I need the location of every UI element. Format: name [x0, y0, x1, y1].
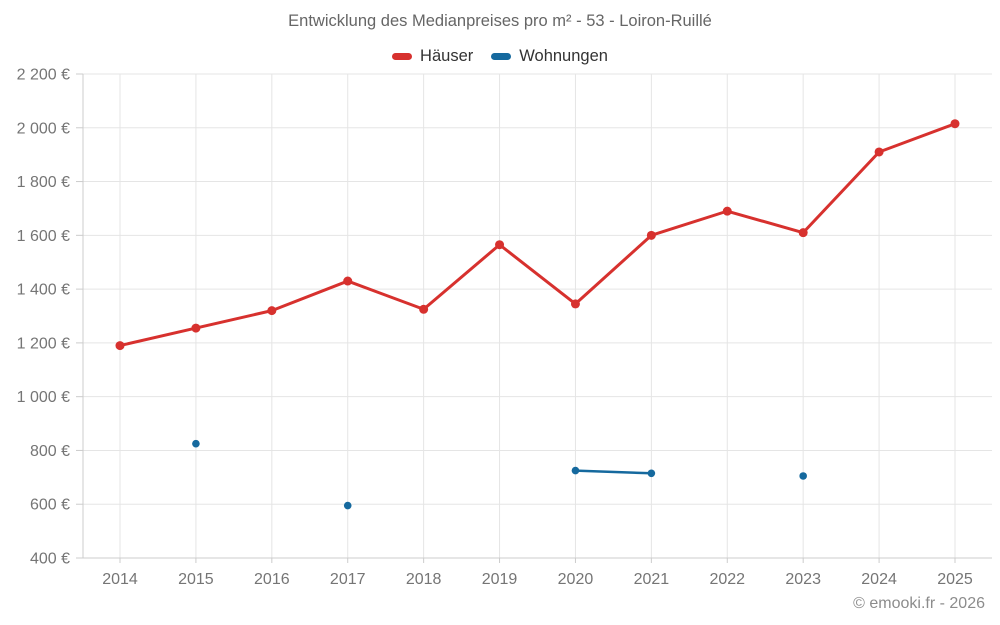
x-axis-tick-label: 2015 [178, 571, 214, 588]
data-point[interactable] [191, 323, 201, 333]
data-point[interactable] [646, 230, 656, 240]
data-point[interactable] [799, 472, 807, 480]
x-axis-tick-label: 2024 [861, 571, 897, 588]
data-point[interactable] [570, 299, 580, 309]
series-segment [573, 233, 653, 306]
x-axis-tick-label: 2023 [785, 571, 821, 588]
data-point[interactable] [647, 469, 656, 478]
y-axis-tick-label: 800 € [30, 443, 70, 460]
data-point[interactable] [343, 276, 353, 286]
chart-legend: Häuser Wohnungen [0, 47, 1000, 66]
series-segment [725, 209, 805, 235]
x-axis-tick-label: 2017 [330, 571, 366, 588]
x-axis-tick-label: 2018 [406, 571, 442, 588]
series-segment [574, 469, 653, 475]
series-wohnungen [192, 439, 807, 510]
legend-swatch-wohnungen-icon [491, 53, 512, 60]
gridlines [83, 73, 992, 558]
chart-title: Entwicklung des Medianpreises pro m² - 5… [288, 12, 712, 30]
x-axis-tick-label: 2022 [709, 571, 745, 588]
data-point[interactable] [267, 306, 277, 316]
y-axis-tick-label: 2 200 € [17, 67, 70, 84]
y-axis-tick-label: 600 € [30, 497, 70, 514]
x-axis-tick-label: 2021 [634, 571, 670, 588]
y-axis-tick-label: 1 400 € [17, 282, 70, 299]
series-segment [422, 243, 502, 311]
legend-item-wohnungen[interactable]: Wohnungen [491, 47, 608, 66]
data-point[interactable] [722, 206, 732, 216]
y-axis-tick-label: 1 000 € [17, 389, 70, 406]
series-segment [270, 279, 350, 313]
axes-and-ticks [76, 73, 992, 563]
legend-item-haeuser[interactable]: Häuser [392, 47, 473, 66]
y-axis-tick-label: 400 € [30, 551, 70, 568]
series-häuser [115, 119, 960, 351]
data-point[interactable] [419, 304, 429, 314]
y-axis-tick-label: 1 600 € [17, 228, 70, 245]
series-segment [194, 309, 274, 330]
y-axis-tick-label: 1 200 € [17, 335, 70, 352]
data-point[interactable] [192, 439, 200, 448]
data-point[interactable] [874, 147, 884, 157]
data-point[interactable] [571, 466, 580, 475]
data-point[interactable] [115, 341, 125, 351]
x-axis-tick-label: 2016 [254, 571, 290, 588]
y-axis-tick-label: 2 000 € [17, 120, 70, 137]
y-axis-tick-label: 1 800 € [17, 174, 70, 191]
legend-label-wohnungen: Wohnungen [519, 47, 608, 65]
series-segment [801, 150, 881, 235]
x-axis-tick-label: 2014 [102, 571, 138, 588]
legend-swatch-haeuser-icon [392, 53, 413, 60]
data-point[interactable] [495, 240, 505, 250]
series-segment [877, 122, 957, 154]
axis-tick-labels: 400 € 600 € 800 € 1 000 € 1 200 € 1 400 € 1 60… [17, 67, 973, 589]
series-segment [118, 326, 198, 348]
series-segment [346, 279, 426, 311]
data-point[interactable] [950, 119, 960, 129]
x-axis-tick-label: 2020 [558, 571, 594, 588]
x-axis-tick-label: 2019 [482, 571, 518, 588]
series-segment [498, 243, 577, 306]
series-segment [649, 209, 729, 237]
copyright-text: © emooki.fr - 2026 [853, 595, 985, 612]
data-point[interactable] [343, 501, 352, 510]
legend-label-haeuser: Häuser [420, 47, 474, 65]
data-point[interactable] [798, 228, 808, 238]
x-axis-tick-label: 2025 [937, 571, 973, 588]
